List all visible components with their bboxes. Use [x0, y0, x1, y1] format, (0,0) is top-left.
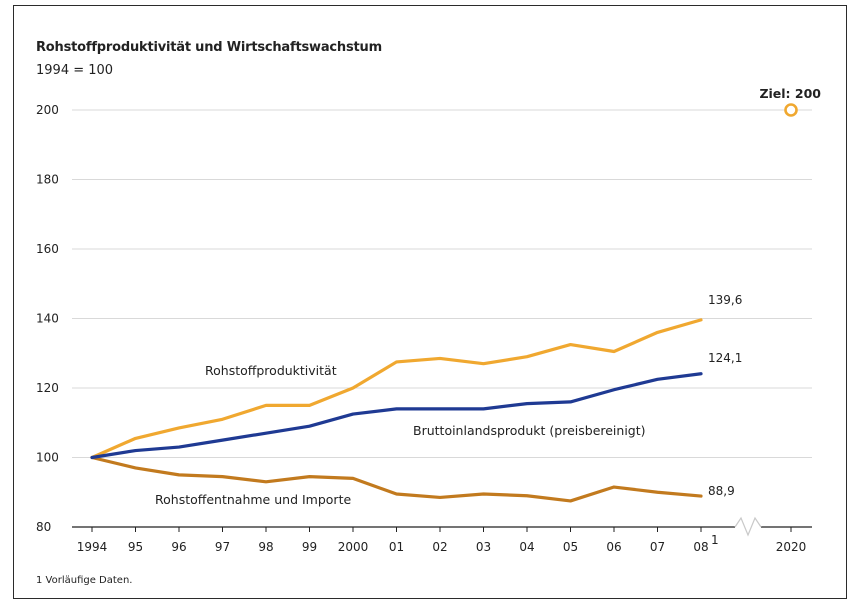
x-tick-label: 98: [258, 540, 273, 554]
x-tick-label: 08: [693, 540, 708, 554]
series-line-1: [90, 318, 703, 460]
x-tick-label: 05: [563, 540, 578, 554]
y-tick-label: 120: [36, 381, 59, 395]
chart-footnote: 1 Vorläufige Daten.: [36, 575, 133, 586]
x-tick-label: 01: [389, 540, 404, 554]
end-value-label-3: 88,9: [708, 484, 735, 498]
end-value-label-1: 139,6: [708, 293, 742, 307]
x-tick-label: 1994: [77, 540, 108, 554]
x-tick-label: 03: [476, 540, 491, 554]
series-label-2: Bruttoinlandsprodukt (preisbereinigt): [413, 423, 646, 438]
x-tick-label: 99: [302, 540, 317, 554]
chart-frame: [13, 5, 847, 599]
axis-break: [734, 516, 762, 537]
x-tick-label-2020: 2020: [776, 540, 807, 554]
series-line-3: [90, 455, 703, 503]
x-tick-label: 2000: [338, 540, 369, 554]
target-label: Ziel: 200: [759, 86, 821, 101]
y-tick-label: 200: [36, 103, 59, 117]
x-tick-label: 95: [128, 540, 143, 554]
series-label-1: Rohstoffproduktivität: [205, 363, 337, 378]
y-tick-label: 160: [36, 242, 59, 256]
x-tick-label: 04: [519, 540, 534, 554]
chart-title: Rohstoffproduktivität und Wirtschaftswac…: [36, 40, 382, 55]
chart-subtitle: 1994 = 100: [36, 63, 114, 78]
y-tick-label: 180: [36, 173, 59, 187]
x-tick-label: 96: [171, 540, 186, 554]
x-tick-label: 06: [606, 540, 621, 554]
x-tick-label: 07: [650, 540, 665, 554]
x-tick-label: 97: [215, 540, 230, 554]
x-tick-label: 02: [432, 540, 447, 554]
y-tick-label: 140: [36, 312, 59, 326]
series-line-2: [90, 372, 703, 460]
end-value-label-2: 124,1: [708, 351, 742, 365]
y-tick-label: 80: [36, 520, 51, 534]
y-tick-label: 100: [36, 451, 59, 465]
series-label-3: Rohstoffentnahme und Importe: [155, 492, 351, 507]
target-point: [784, 103, 798, 117]
x-tick-footnote-marker: 1: [711, 533, 719, 547]
